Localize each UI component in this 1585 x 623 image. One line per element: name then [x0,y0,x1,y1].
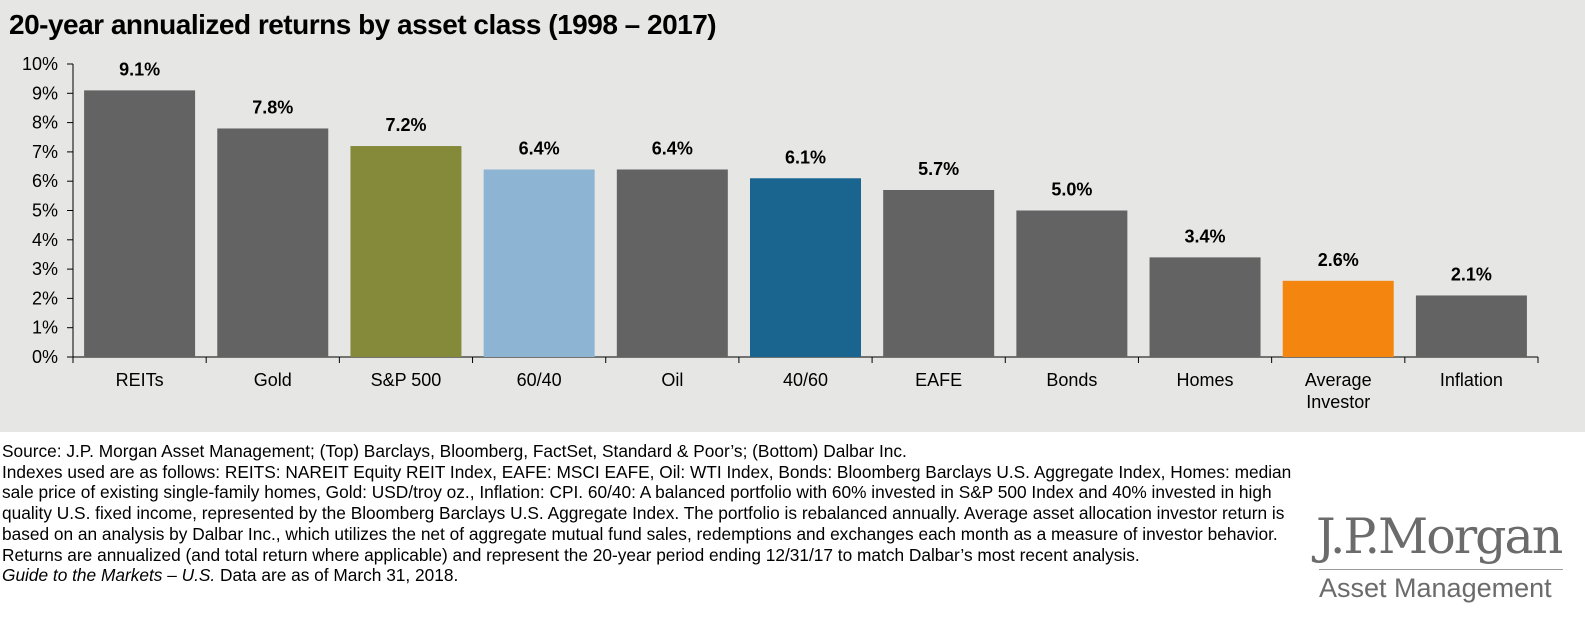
x-tick-label: REITs [116,370,164,390]
source-notes: Source: J.P. Morgan Asset Management; (T… [2,441,1292,586]
x-tick-label: 40/60 [783,370,828,390]
data-date-note: Guide to the Markets – U.S. Data are as … [2,565,1292,586]
logo-divider [1319,569,1563,570]
data-label: 5.0% [1051,180,1092,200]
y-tick-label: 0% [32,347,58,367]
y-tick-label: 8% [32,113,58,133]
x-tick-label: Oil [661,370,683,390]
bar [750,178,861,357]
chart-title: 20-year annualized returns by asset clas… [9,9,717,40]
x-tick-label: 60/40 [517,370,562,390]
bar [84,90,196,358]
y-tick-label: 10% [22,54,58,74]
bar [1415,295,1527,357]
y-tick-label: 5% [32,201,58,221]
y-tick-label: 9% [32,83,58,103]
data-label: 6.1% [785,147,826,167]
bar [350,146,462,357]
y-tick-label: 7% [32,142,58,162]
x-tick-label: Gold [254,370,292,390]
bar [883,189,995,357]
y-tick-label: 3% [32,259,58,279]
bar [483,169,595,357]
logo-wordmark: J.P.Morgan [1316,508,1563,565]
data-label: 6.4% [519,138,560,158]
bar [616,169,728,357]
bar [1016,210,1128,357]
bar [1149,257,1261,357]
x-tick-label: Homes [1177,370,1234,390]
data-label: 6.4% [652,138,693,158]
logo-subtitle: Asset Management [1319,573,1552,603]
x-tick-label: EAFE [915,370,962,390]
y-tick-label: 1% [32,318,58,338]
jpmorgan-logo: J.P.Morgan Asset Management [1316,508,1566,608]
data-label: 2.6% [1318,250,1359,270]
y-tick-label: 4% [32,230,58,250]
y-tick-label: 2% [32,288,58,308]
data-label: 2.1% [1451,264,1492,284]
guide-title: Guide to the Markets – U.S. [2,565,216,586]
data-label: 7.2% [385,115,426,135]
bar-chart: 0% 1% 2% 3% 4% 5% 6% 7% 8% 9% 10% 9.1% REITs 7.8% Gold… [22,54,1539,412]
chart-panel: 20-year annualized returns by asset clas… [0,0,1585,432]
data-label: 7.8% [252,97,293,117]
data-as-of: Data are as of March 31, 2018. [215,565,459,586]
indexes-note: Indexes used are as follows: REITS: NARE… [2,461,1292,565]
data-label: 5.7% [918,159,959,179]
y-tick-label: 6% [32,171,58,191]
x-tick-label: Bonds [1046,370,1097,390]
x-tick-label: Average Investor [1305,370,1372,412]
data-label: 9.1% [119,59,160,79]
bar [217,128,329,357]
x-tick-label: Inflation [1440,370,1503,390]
x-tick-label: S&P 500 [371,370,442,390]
source-line: Source: J.P. Morgan Asset Management; (T… [2,441,907,461]
bar [1282,280,1394,357]
data-label: 3.4% [1185,226,1226,246]
